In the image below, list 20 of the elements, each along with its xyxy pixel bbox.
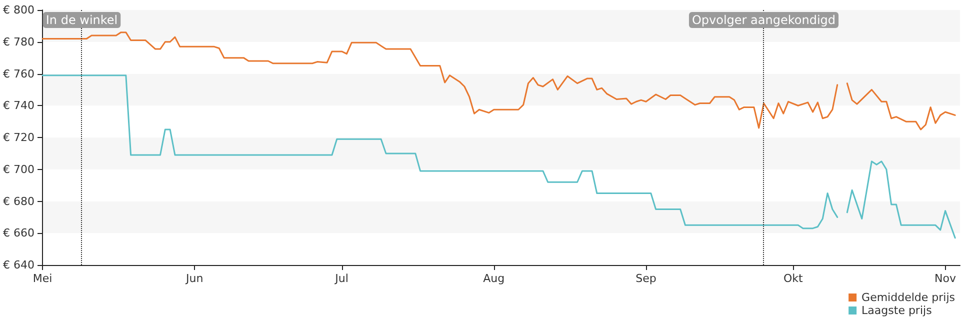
x-tick-label: Sep [636,272,656,285]
x-tick-label: Mei [32,272,52,285]
y-tick-label: € 640 [2,258,34,272]
y-tick-label: € 780 [2,35,34,48]
ref-line-label: In de winkel [46,13,118,27]
y-tick-label: € 700 [2,162,34,176]
y-tick-label: € 760 [2,67,34,80]
x-tick-label: Jul [334,272,348,285]
legend-label: Gemiddelde prijs [862,291,956,304]
x-tick-label: Jun [184,272,204,285]
x-tick-label: Nov [934,272,957,285]
y-tick-label: € 720 [2,131,34,144]
x-tick-label: Okt [784,272,804,285]
y-tick-label: € 740 [2,99,34,112]
legend-label: Laagste prijs [862,304,932,317]
y-tick-label: € 660 [2,226,34,240]
ref-line-label: Opvolger aangekondigd [692,13,836,27]
y-tick-label: € 680 [2,194,34,208]
x-tick-label: Aug [483,272,505,285]
y-tick-label: € 800 [2,4,34,16]
